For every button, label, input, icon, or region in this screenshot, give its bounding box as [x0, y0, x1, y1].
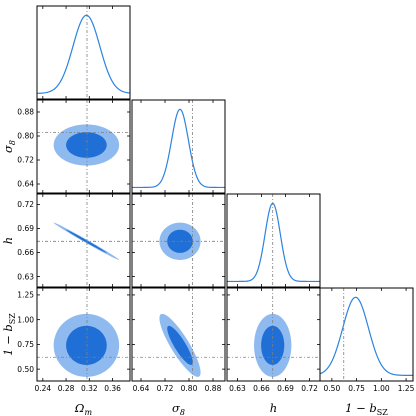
- contour-68: [167, 325, 193, 365]
- panel-omega_m-vs-one_minus_bsz: 0.24 0.28 0.32 0.36 0.50 0.75 1.00 1.25: [17, 287, 131, 393]
- panel-sigma_8-vs-one_minus_bsz: 0.64 0.72 0.80 0.88: [131, 287, 226, 393]
- panel-content: [132, 194, 225, 287]
- panel-frame: [226, 193, 321, 288]
- panel-h: [226, 193, 321, 288]
- panel-omega_m-vs-h: 0.63 0.66 0.69 0.72: [17, 193, 131, 288]
- x-tick-label: 0.88: [205, 384, 222, 393]
- y-tick-label: 0.66: [17, 248, 34, 257]
- panel-content: [227, 288, 320, 381]
- x-tick-label: 0.63: [229, 384, 246, 393]
- x-tick-label: 1.25: [398, 384, 415, 393]
- x-tick-label: 0.72: [301, 384, 318, 393]
- axis-label-h: h: [1, 237, 15, 244]
- panel-one_minus_bsz: 0.50 0.75 1.00 1.25: [319, 287, 415, 393]
- marginal-curve-h: [227, 202, 320, 283]
- y-tick-label: 0.88: [17, 108, 34, 117]
- panel-content: [37, 288, 130, 381]
- marginal-curve-omega_m: [37, 14, 130, 94]
- y-tick-label: 0.72: [17, 156, 34, 165]
- x-tick-label: 0.24: [34, 384, 51, 393]
- panel-sigma_8: [131, 99, 226, 194]
- x-tick-label: 0.75: [348, 384, 365, 393]
- contour-68: [66, 132, 107, 158]
- x-tick-label: 0.36: [104, 384, 121, 393]
- panel-frame: [131, 193, 226, 288]
- y-tick-label: 1.00: [17, 315, 34, 324]
- x-tick-label: 0.66: [253, 384, 270, 393]
- x-tick-label: 0.64: [133, 384, 150, 393]
- axis-label-omega_m: Ωm: [74, 401, 93, 416]
- panel-content: [37, 6, 130, 99]
- y-tick-label: 0.75: [17, 340, 34, 349]
- y-tick-label: 0.72: [17, 200, 34, 209]
- y-tick-label: 1.25: [17, 291, 34, 300]
- panel-content: [132, 288, 225, 381]
- panel-omega_m-vs-sigma_8: 0.64 0.72 0.80 0.88: [17, 99, 131, 194]
- panel-content: [37, 194, 130, 287]
- panel-frame: [36, 99, 131, 194]
- x-tick-label: 0.72: [157, 384, 174, 393]
- panel-content: [37, 100, 130, 193]
- x-tick-label: 0.80: [181, 384, 198, 393]
- y-tick-label: 0.63: [17, 272, 34, 281]
- axis-label-one_minus_bsz: 1 − bSZ: [345, 401, 388, 416]
- x-tick-label: 0.69: [277, 384, 294, 393]
- contour-68: [66, 325, 107, 365]
- axis-label-sigma_8: σ8: [172, 401, 185, 416]
- panel-frame: [131, 287, 226, 382]
- panel-content: [227, 194, 320, 287]
- y-tick-label: 0.80: [17, 132, 34, 141]
- y-tick-label: 0.50: [17, 365, 34, 374]
- x-tick-label: 0.28: [58, 384, 75, 393]
- marginal-curve-one_minus_bsz: [320, 296, 413, 377]
- x-tick-label: 0.32: [81, 384, 98, 393]
- axis-label-sigma_8: σ8: [1, 140, 17, 153]
- axis-label-one_minus_bsz: 1 − bSZ: [1, 313, 17, 356]
- panel-content: [320, 288, 413, 381]
- panel-frame: [131, 99, 226, 194]
- axis-label-h: h: [270, 401, 277, 415]
- marginal-curve-sigma_8: [132, 108, 225, 189]
- x-tick-label: 1.00: [373, 384, 390, 393]
- panel-frame: [36, 5, 131, 100]
- panel-h-vs-one_minus_bsz: 0.63 0.66 0.69 0.72: [226, 287, 321, 393]
- panel-sigma_8-vs-h: [131, 193, 226, 288]
- x-tick-label: 0.50: [324, 384, 341, 393]
- panel-content: [132, 100, 225, 193]
- y-tick-label: 0.64: [17, 180, 34, 189]
- panel-frame: [36, 193, 131, 288]
- y-tick-label: 0.69: [17, 224, 34, 233]
- panel-frame: [319, 287, 414, 382]
- panel-omega_m: [36, 5, 131, 100]
- panel-frame: [36, 287, 131, 382]
